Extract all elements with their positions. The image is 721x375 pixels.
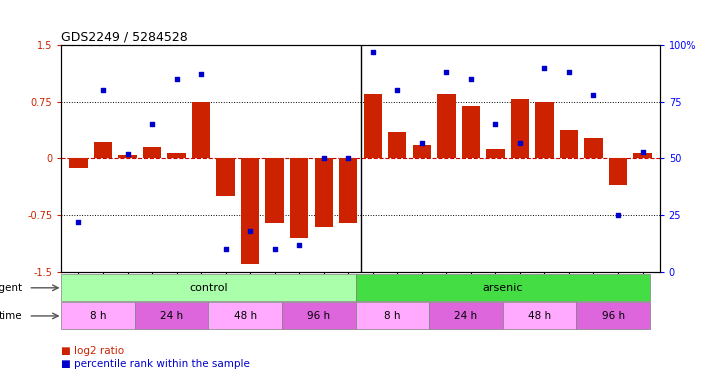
Point xyxy=(392,87,403,93)
Bar xyxy=(265,158,284,223)
Text: 8 h: 8 h xyxy=(90,311,106,321)
Point xyxy=(588,92,599,98)
Point xyxy=(441,69,452,75)
Text: 48 h: 48 h xyxy=(528,311,551,321)
Text: 24 h: 24 h xyxy=(454,311,477,321)
Bar xyxy=(241,158,260,264)
Text: 24 h: 24 h xyxy=(160,311,183,321)
Point xyxy=(416,140,428,146)
Bar xyxy=(363,94,382,158)
Bar xyxy=(355,274,650,302)
Point xyxy=(97,87,109,93)
Bar xyxy=(437,94,456,158)
Point xyxy=(490,122,501,128)
Point xyxy=(73,219,84,225)
Bar xyxy=(167,153,186,158)
Point xyxy=(342,155,354,161)
Bar xyxy=(69,158,88,168)
Text: 8 h: 8 h xyxy=(384,311,401,321)
Point xyxy=(612,212,624,218)
Bar xyxy=(503,302,576,330)
Text: 96 h: 96 h xyxy=(601,311,624,321)
Text: agent: agent xyxy=(0,283,22,293)
Point xyxy=(318,155,329,161)
Bar xyxy=(510,99,529,158)
Bar xyxy=(576,302,650,330)
Point xyxy=(293,242,305,248)
Bar xyxy=(61,302,135,330)
Bar xyxy=(429,302,503,330)
Text: arsenic: arsenic xyxy=(482,283,523,293)
Point xyxy=(244,228,256,234)
Point xyxy=(269,246,280,252)
Point xyxy=(465,76,477,82)
Bar xyxy=(143,147,162,158)
Point xyxy=(539,64,550,70)
Bar xyxy=(339,158,358,223)
Bar xyxy=(486,149,505,158)
Point xyxy=(122,151,133,157)
Point xyxy=(195,72,207,78)
Bar xyxy=(208,302,282,330)
Bar xyxy=(282,302,355,330)
Text: GDS2249 / 5284528: GDS2249 / 5284528 xyxy=(61,30,188,43)
Point xyxy=(146,122,158,128)
Text: ■ percentile rank within the sample: ■ percentile rank within the sample xyxy=(61,359,250,369)
Bar xyxy=(135,302,208,330)
Bar xyxy=(633,153,652,158)
Bar xyxy=(412,145,431,158)
Point xyxy=(563,69,575,75)
Bar xyxy=(355,302,429,330)
Bar xyxy=(216,158,235,196)
Point xyxy=(367,49,379,55)
Text: ■ log2 ratio: ■ log2 ratio xyxy=(61,346,125,356)
Text: 96 h: 96 h xyxy=(307,311,330,321)
Text: control: control xyxy=(189,283,228,293)
Text: time: time xyxy=(0,311,22,321)
Bar xyxy=(192,102,211,158)
Bar xyxy=(94,142,112,158)
Bar xyxy=(584,138,603,158)
Point xyxy=(637,148,648,154)
Bar xyxy=(609,158,627,185)
Point xyxy=(220,246,231,252)
Bar xyxy=(461,105,480,158)
Bar xyxy=(314,158,333,226)
Bar xyxy=(290,158,309,238)
Bar xyxy=(388,132,407,158)
Bar xyxy=(118,154,137,158)
Bar xyxy=(559,130,578,158)
Bar xyxy=(61,274,355,302)
Point xyxy=(171,76,182,82)
Point xyxy=(514,140,526,146)
Text: 48 h: 48 h xyxy=(234,311,257,321)
Bar xyxy=(535,102,554,158)
